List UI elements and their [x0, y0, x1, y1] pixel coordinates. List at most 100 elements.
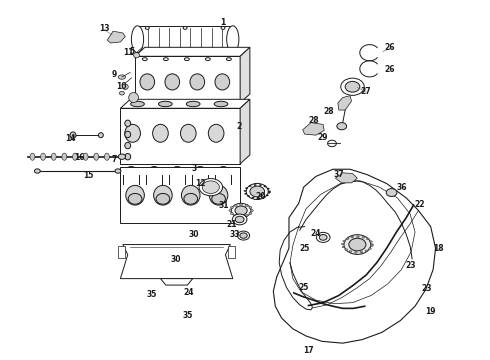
- Ellipse shape: [367, 238, 369, 240]
- Text: 37: 37: [334, 170, 344, 179]
- Ellipse shape: [83, 153, 88, 160]
- Ellipse shape: [245, 215, 248, 217]
- Ellipse shape: [129, 93, 139, 103]
- Polygon shape: [121, 99, 250, 108]
- Ellipse shape: [232, 214, 247, 225]
- Text: 25: 25: [299, 244, 310, 253]
- Ellipse shape: [34, 169, 40, 173]
- Ellipse shape: [240, 215, 243, 217]
- Text: 26: 26: [385, 65, 395, 74]
- Ellipse shape: [209, 185, 228, 205]
- Ellipse shape: [184, 58, 189, 60]
- Ellipse shape: [268, 192, 270, 193]
- Ellipse shape: [146, 27, 149, 30]
- Text: 19: 19: [425, 307, 436, 316]
- Ellipse shape: [365, 250, 368, 252]
- Ellipse shape: [180, 124, 196, 142]
- Ellipse shape: [227, 26, 239, 53]
- Ellipse shape: [51, 153, 56, 160]
- Ellipse shape: [214, 101, 228, 107]
- Polygon shape: [135, 47, 250, 56]
- Text: 28: 28: [308, 116, 318, 125]
- Polygon shape: [121, 244, 233, 279]
- Ellipse shape: [245, 193, 247, 194]
- Text: 31: 31: [218, 201, 229, 210]
- Ellipse shape: [259, 184, 262, 186]
- Ellipse shape: [240, 233, 247, 238]
- Ellipse shape: [349, 238, 366, 251]
- Bar: [135, 56, 240, 103]
- Text: 20: 20: [256, 192, 267, 201]
- Text: 23: 23: [421, 284, 432, 293]
- Text: 25: 25: [298, 283, 309, 292]
- Ellipse shape: [153, 124, 168, 142]
- Text: 29: 29: [317, 133, 327, 142]
- Ellipse shape: [134, 53, 140, 58]
- Ellipse shape: [41, 153, 46, 160]
- Ellipse shape: [115, 169, 121, 173]
- Ellipse shape: [247, 195, 250, 197]
- Text: 16: 16: [74, 153, 85, 162]
- Ellipse shape: [190, 74, 205, 90]
- Text: 15: 15: [83, 171, 94, 180]
- Bar: [138, 26, 233, 53]
- Ellipse shape: [250, 210, 253, 212]
- Ellipse shape: [122, 84, 128, 89]
- Polygon shape: [160, 279, 193, 285]
- Ellipse shape: [342, 246, 345, 248]
- Ellipse shape: [215, 74, 230, 90]
- Ellipse shape: [70, 132, 76, 138]
- Ellipse shape: [356, 236, 359, 238]
- Text: 21: 21: [226, 220, 237, 229]
- Ellipse shape: [125, 153, 131, 160]
- Ellipse shape: [125, 120, 131, 127]
- Text: 2: 2: [237, 122, 242, 131]
- Ellipse shape: [226, 58, 231, 60]
- Ellipse shape: [235, 216, 244, 223]
- Text: 35: 35: [183, 311, 193, 320]
- Ellipse shape: [351, 236, 354, 238]
- Ellipse shape: [234, 215, 237, 217]
- Text: 27: 27: [361, 86, 371, 95]
- Text: 30: 30: [171, 255, 181, 264]
- Ellipse shape: [235, 206, 247, 215]
- Ellipse shape: [231, 203, 251, 218]
- Text: 13: 13: [99, 24, 110, 33]
- Polygon shape: [303, 123, 324, 135]
- Ellipse shape: [250, 186, 265, 197]
- Ellipse shape: [104, 153, 109, 160]
- Ellipse shape: [229, 210, 232, 212]
- Ellipse shape: [345, 81, 360, 92]
- Ellipse shape: [98, 133, 103, 138]
- Text: 3: 3: [191, 164, 196, 173]
- Ellipse shape: [246, 183, 268, 199]
- Ellipse shape: [184, 193, 197, 204]
- Bar: [228, 246, 235, 258]
- Ellipse shape: [125, 142, 131, 149]
- Ellipse shape: [370, 244, 373, 246]
- Ellipse shape: [30, 153, 35, 160]
- Ellipse shape: [249, 212, 252, 215]
- Bar: [118, 246, 125, 258]
- Ellipse shape: [212, 193, 225, 204]
- Ellipse shape: [343, 240, 345, 242]
- Ellipse shape: [262, 197, 265, 198]
- Ellipse shape: [238, 231, 249, 240]
- Ellipse shape: [249, 207, 252, 209]
- Text: 10: 10: [117, 82, 127, 91]
- Ellipse shape: [328, 140, 336, 147]
- Ellipse shape: [240, 204, 243, 206]
- Polygon shape: [338, 96, 351, 110]
- Text: 24: 24: [311, 229, 321, 238]
- Ellipse shape: [254, 184, 256, 186]
- Ellipse shape: [245, 204, 248, 207]
- Ellipse shape: [341, 78, 364, 95]
- Ellipse shape: [317, 232, 330, 242]
- Ellipse shape: [126, 185, 145, 205]
- Ellipse shape: [264, 186, 266, 187]
- Ellipse shape: [143, 58, 147, 60]
- Ellipse shape: [118, 154, 125, 159]
- Polygon shape: [335, 173, 357, 183]
- Polygon shape: [240, 99, 250, 164]
- Text: 24: 24: [184, 288, 194, 297]
